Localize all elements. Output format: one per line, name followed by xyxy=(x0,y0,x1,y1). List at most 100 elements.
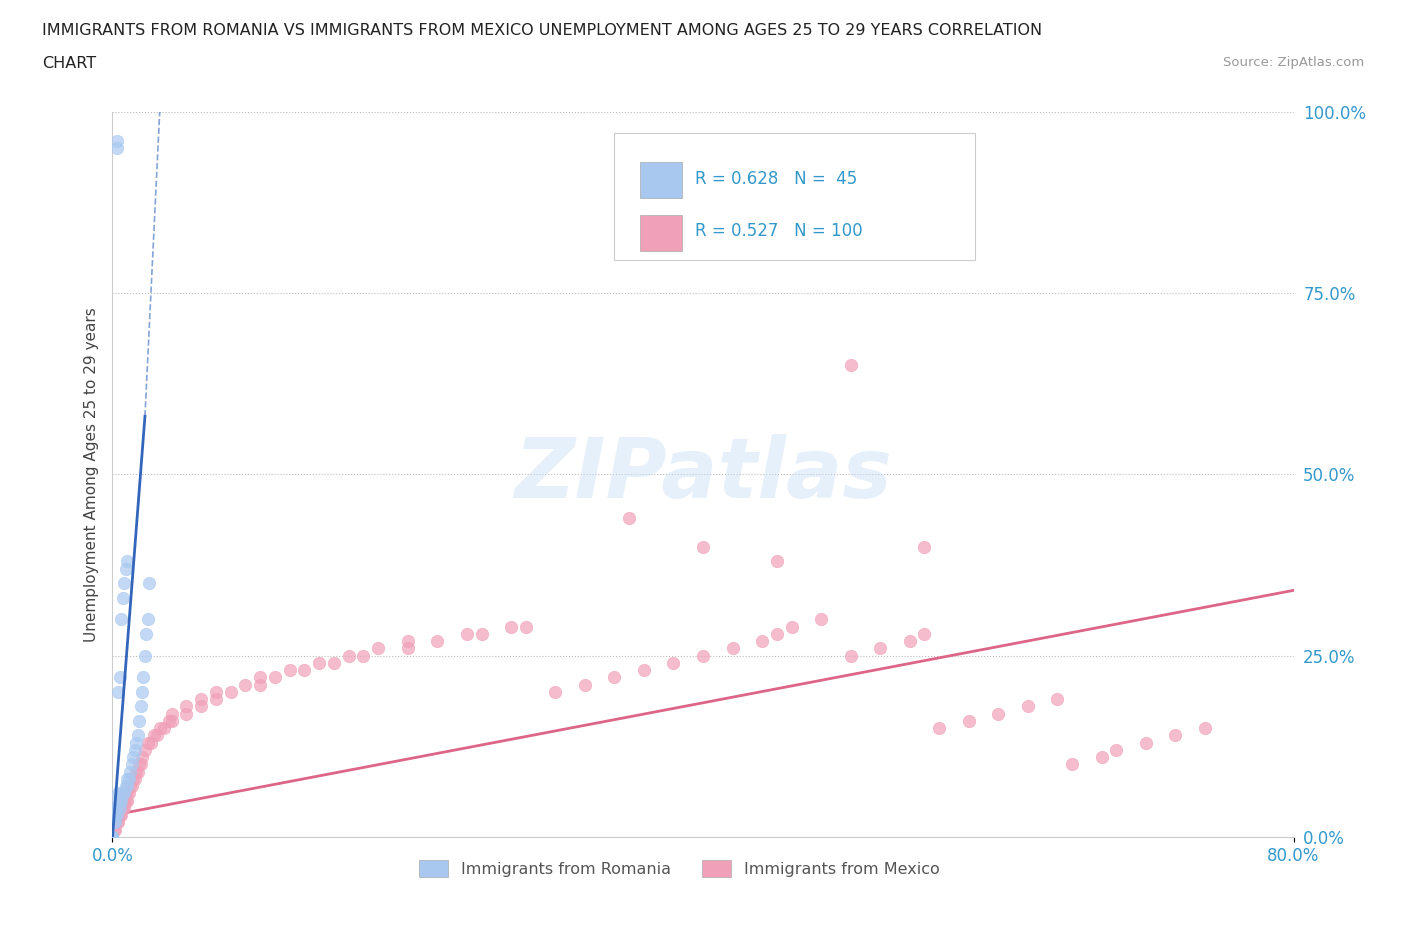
Point xyxy=(839,648,862,663)
Point xyxy=(110,808,132,823)
Point xyxy=(544,684,567,699)
Point xyxy=(111,793,134,808)
Point xyxy=(125,736,148,751)
Point xyxy=(108,793,131,808)
Point xyxy=(249,670,271,684)
Bar xyxy=(640,215,682,251)
Point xyxy=(134,648,156,663)
Point xyxy=(101,830,124,844)
Point xyxy=(470,627,494,642)
Legend: Immigrants from Romania, Immigrants from Mexico: Immigrants from Romania, Immigrants from… xyxy=(412,854,946,883)
Point xyxy=(426,633,449,648)
Point xyxy=(105,808,128,823)
Point xyxy=(120,764,142,779)
Point xyxy=(118,786,141,801)
Point xyxy=(396,641,419,656)
Point xyxy=(103,808,125,823)
Point xyxy=(107,815,129,830)
Point xyxy=(105,801,128,816)
Point xyxy=(456,627,478,642)
Point xyxy=(114,786,136,801)
FancyBboxPatch shape xyxy=(614,133,974,260)
Point xyxy=(219,684,242,699)
Point xyxy=(574,677,596,692)
Point xyxy=(1046,692,1069,707)
Point xyxy=(766,627,789,642)
Point xyxy=(1135,736,1157,751)
Point xyxy=(108,670,131,684)
Point xyxy=(928,721,950,736)
Point xyxy=(118,772,141,787)
Point xyxy=(292,663,315,678)
Point xyxy=(721,641,744,656)
Point xyxy=(114,561,136,576)
Point xyxy=(396,633,419,648)
Point xyxy=(120,778,142,793)
Point xyxy=(633,663,655,678)
Point xyxy=(160,706,183,721)
Point xyxy=(103,815,125,830)
Point xyxy=(117,554,138,569)
Point xyxy=(149,721,172,736)
Point xyxy=(751,633,773,648)
Point xyxy=(122,750,145,764)
Point xyxy=(869,641,891,656)
Point xyxy=(132,670,155,684)
Point xyxy=(129,757,152,772)
Point xyxy=(264,670,287,684)
Point xyxy=(205,692,228,707)
Point xyxy=(603,670,626,684)
Y-axis label: Unemployment Among Ages 25 to 29 years: Unemployment Among Ages 25 to 29 years xyxy=(83,307,98,642)
Point xyxy=(1105,742,1128,757)
Point xyxy=(127,764,149,779)
Point xyxy=(138,576,160,591)
Point xyxy=(174,699,197,714)
Point xyxy=(108,801,131,816)
Point xyxy=(112,786,135,801)
Point xyxy=(107,793,129,808)
Point xyxy=(110,793,132,808)
Point xyxy=(810,612,832,627)
Point xyxy=(662,656,685,671)
Point xyxy=(103,808,125,823)
Point xyxy=(323,656,346,671)
Point xyxy=(766,554,789,569)
Point xyxy=(114,778,136,793)
Point xyxy=(122,772,145,787)
Point xyxy=(111,801,134,816)
Point xyxy=(101,830,124,844)
Point xyxy=(104,815,127,830)
Point xyxy=(1017,699,1039,714)
Point xyxy=(190,699,212,714)
Point xyxy=(107,684,129,699)
Point xyxy=(101,830,124,844)
Point xyxy=(117,786,138,801)
Text: R = 0.527   N = 100: R = 0.527 N = 100 xyxy=(695,222,862,240)
Point xyxy=(249,677,271,692)
Point xyxy=(136,612,159,627)
Point xyxy=(117,772,138,787)
Point xyxy=(308,656,330,671)
Point xyxy=(131,684,153,699)
Point xyxy=(111,786,134,801)
Point xyxy=(515,619,537,634)
Point xyxy=(127,728,149,743)
Point xyxy=(135,627,157,642)
Point xyxy=(101,830,124,844)
Point xyxy=(898,633,921,648)
Point xyxy=(129,699,152,714)
Point xyxy=(157,713,180,728)
Point xyxy=(103,815,125,830)
Point xyxy=(103,822,125,837)
Point xyxy=(1062,757,1084,772)
Point xyxy=(111,591,134,605)
Point xyxy=(121,778,143,793)
Point xyxy=(352,648,374,663)
Point xyxy=(278,663,301,678)
Point xyxy=(174,706,197,721)
Point xyxy=(780,619,803,634)
Point xyxy=(1164,728,1187,743)
Point xyxy=(153,721,176,736)
Point xyxy=(190,692,212,707)
Text: Source: ZipAtlas.com: Source: ZipAtlas.com xyxy=(1223,56,1364,69)
